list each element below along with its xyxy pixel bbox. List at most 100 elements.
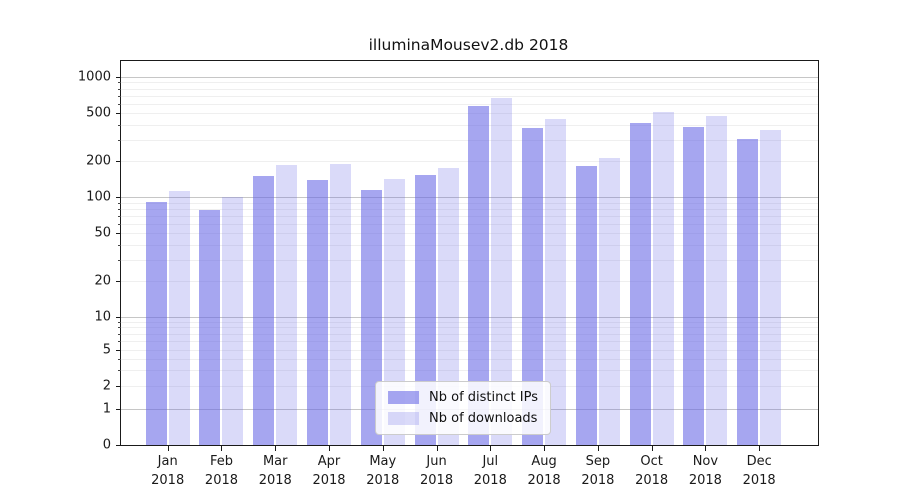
y-minor-tick	[118, 327, 121, 329]
bar-downloads	[598, 157, 620, 445]
y-tick	[116, 233, 121, 235]
bar-downloads	[760, 130, 782, 445]
bar-distinct-ips	[414, 174, 436, 445]
y-minor-tick	[118, 103, 121, 105]
bar-distinct-ips	[145, 201, 167, 445]
y-minor-tick	[118, 139, 121, 141]
x-tick-label: Oct 2018	[635, 454, 669, 488]
legend-label-downloads: Nb of downloads	[429, 411, 538, 426]
x-tick	[597, 446, 599, 451]
x-tick	[436, 446, 438, 451]
x-tick	[705, 446, 707, 451]
bar-distinct-ips	[683, 126, 705, 445]
x-tick	[759, 446, 761, 451]
y-tick	[116, 197, 121, 199]
x-tick-label: May 2018	[366, 454, 400, 488]
y-tick-label: 50	[94, 225, 111, 241]
chart-title: illuminaMousev2.db 2018	[368, 36, 569, 54]
y-tick	[116, 76, 121, 78]
bar-distinct-ips	[575, 165, 597, 445]
y-minor-tick	[118, 244, 121, 246]
y-tick-label: 100	[86, 189, 111, 205]
y-tick	[116, 350, 121, 351]
bar-downloads	[545, 119, 567, 445]
y-minor-tick	[118, 370, 121, 372]
y-minor-tick	[118, 124, 121, 126]
y-tick-label: 500	[86, 105, 111, 121]
legend-swatch-distinct-ips	[388, 391, 420, 404]
y-tick-label: 1	[102, 401, 111, 416]
x-tick	[275, 446, 277, 451]
y-minor-tick	[118, 88, 121, 90]
y-minor-tick	[118, 95, 121, 97]
bar-distinct-ips	[522, 128, 544, 445]
minor-gridline	[121, 95, 818, 97]
x-tick-label: Jan 2018	[151, 454, 185, 488]
x-tick	[221, 446, 223, 451]
bar-downloads	[330, 164, 351, 445]
major-gridline	[121, 76, 818, 78]
bar-downloads	[437, 167, 459, 445]
bar-downloads	[168, 190, 190, 445]
minor-gridline	[121, 103, 818, 105]
y-tick-label: 0	[102, 437, 111, 453]
x-tick-label: Feb 2018	[204, 454, 239, 488]
x-tick-label: Nov 2018	[688, 454, 722, 488]
y-minor-tick	[118, 259, 121, 261]
bar-downloads	[222, 197, 244, 445]
x-tick-label: Jul 2018	[473, 454, 507, 488]
y-minor-tick	[118, 333, 121, 335]
legend-swatch-downloads	[388, 412, 420, 425]
y-minor-tick	[118, 215, 121, 217]
x-tick	[329, 446, 330, 451]
y-minor-tick	[118, 223, 121, 225]
x-tick-label: Apr 2018	[312, 454, 346, 488]
legend-item-distinct-ips: Nb of distinct IPs	[388, 390, 538, 405]
legend-item-downloads: Nb of downloads	[388, 411, 538, 426]
legend-label-distinct-ips: Nb of distinct IPs	[429, 390, 538, 405]
y-minor-tick	[118, 208, 121, 210]
bar-distinct-ips	[468, 106, 490, 445]
x-tick	[651, 446, 653, 451]
x-tick-label: Jun 2018	[420, 454, 454, 488]
minor-gridline	[121, 88, 818, 90]
bar-downloads	[652, 111, 674, 445]
y-tick-label: 200	[86, 153, 111, 169]
y-tick-label: 10	[94, 309, 111, 324]
bar-downloads	[383, 178, 405, 445]
x-tick	[544, 446, 546, 451]
y-tick	[116, 113, 121, 115]
bar-downloads	[276, 165, 298, 445]
y-minor-tick	[118, 321, 121, 323]
bar-distinct-ips	[253, 176, 275, 445]
plot-area: 0 1 2 5 10 20 50 100 200 500 1000 Jan 2018 Feb 2018 Mar…	[78, 60, 819, 488]
y-tick-label: 20	[94, 273, 111, 289]
y-tick-label: 2	[102, 378, 111, 394]
y-tick	[116, 316, 121, 318]
minor-gridline	[121, 82, 818, 84]
y-minor-tick	[118, 82, 121, 84]
y-minor-tick	[118, 202, 121, 204]
y-tick-label: 1000	[77, 69, 111, 85]
y-tick	[116, 280, 121, 282]
x-tick-label: Aug 2018	[527, 454, 561, 488]
bar-downloads	[491, 98, 513, 445]
legend: Nb of distinct IPs Nb of downloads	[375, 381, 551, 435]
bar-distinct-ips	[307, 180, 328, 445]
y-minor-tick	[118, 358, 121, 360]
y-tick	[116, 161, 121, 163]
bar-distinct-ips	[629, 122, 651, 445]
x-tick-label: Dec 2018	[742, 454, 776, 488]
y-minor-tick	[118, 341, 121, 343]
bar-distinct-ips	[199, 210, 221, 445]
x-tick-label: Sep 2018	[581, 454, 615, 488]
x-tick-label: Mar 2018	[258, 454, 292, 488]
y-tick	[116, 386, 121, 387]
y-tick	[116, 408, 121, 410]
x-tick	[382, 446, 384, 451]
y-tick	[116, 445, 121, 446]
x-tick	[490, 446, 492, 451]
x-tick	[167, 446, 169, 451]
y-tick-label: 5	[102, 342, 111, 358]
